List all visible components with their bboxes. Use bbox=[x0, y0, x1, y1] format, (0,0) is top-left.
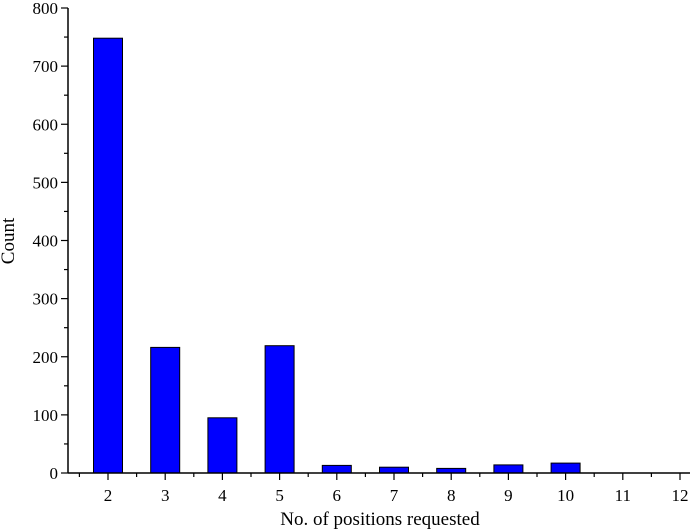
bar-4 bbox=[207, 417, 238, 474]
bar-7 bbox=[379, 466, 409, 474]
y-tick-label-100: 100 bbox=[33, 406, 59, 425]
x-tick-label-3: 3 bbox=[161, 486, 170, 505]
x-tick-label-10: 10 bbox=[557, 486, 574, 505]
x-tick-label-5: 5 bbox=[275, 486, 284, 505]
y-tick-label-200: 200 bbox=[33, 348, 59, 367]
bar-3 bbox=[150, 346, 181, 474]
x-tick-label-2: 2 bbox=[104, 486, 113, 505]
x-tick-label-6: 6 bbox=[333, 486, 342, 505]
x-tick-label-7: 7 bbox=[390, 486, 399, 505]
y-tick-label-500: 500 bbox=[33, 173, 59, 192]
y-tick-label-800: 800 bbox=[33, 0, 59, 18]
y-tick-label-400: 400 bbox=[33, 232, 59, 251]
x-tick-label-12: 12 bbox=[672, 486, 689, 505]
bar-9 bbox=[493, 464, 524, 474]
x-tick-label-9: 9 bbox=[504, 486, 513, 505]
x-tick-label-8: 8 bbox=[447, 486, 456, 505]
bar-2 bbox=[93, 37, 123, 474]
bar-6 bbox=[321, 464, 352, 474]
bar-10 bbox=[550, 462, 581, 474]
y-tick-label-300: 300 bbox=[33, 290, 59, 309]
y-axis-title: Count bbox=[0, 217, 19, 264]
y-tick-label-700: 700 bbox=[33, 57, 59, 76]
x-tick-label-4: 4 bbox=[218, 486, 227, 505]
plot-area: 0 100 200 300 400 500 600 700 800 2 3 4 5 6 7 8 9 10 11 12 bbox=[33, 0, 690, 505]
bar-5 bbox=[264, 345, 295, 474]
x-tick-label-11: 11 bbox=[615, 486, 631, 505]
y-tick-label-0: 0 bbox=[50, 464, 59, 483]
x-axis-title: No. of positions requested bbox=[280, 509, 480, 530]
y-tick-label-600: 600 bbox=[33, 115, 59, 134]
